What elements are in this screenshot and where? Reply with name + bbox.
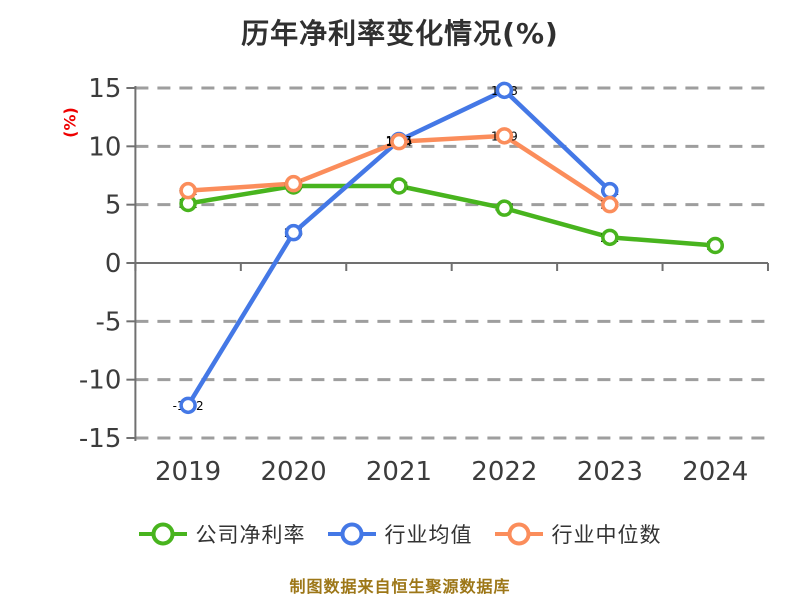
legend-item-industry-mean[interactable]: 行业均值 [327, 519, 473, 549]
x-tick-label: 2022 [471, 457, 537, 487]
gridlines [135, 86, 768, 440]
data-source-note: 制图数据来自恒生聚源数据库 [289, 577, 511, 596]
legend-label: 公司净利率 [195, 523, 306, 547]
y-tick-label: 15 [88, 74, 121, 104]
legend-marker-icon [138, 522, 187, 546]
point-labels: 5.16.66.64.72.21.5-12.22.610.514.86.26.2… [173, 84, 725, 413]
legend-marker-icon [327, 522, 376, 546]
legend-label: 行业均值 [384, 523, 473, 547]
legend-label: 行业中位数 [551, 523, 662, 547]
x-tick-label: 2023 [577, 457, 643, 487]
x-tick-label: 2019 [155, 457, 221, 487]
y-axis: 15 10 5 0 -5 -10 -15 [79, 74, 137, 454]
series-company-net-margin [185, 183, 718, 248]
y-tick-label: -10 [79, 366, 121, 396]
legend-marker-icon [494, 522, 543, 546]
y-tick-label: -15 [79, 424, 121, 454]
line-chart: 15 10 5 0 -5 -10 -15 2019 2020 2021 2022 2023 2024 5.… [79, 74, 769, 487]
x-tick-label: 2020 [260, 457, 326, 487]
y-tick-label: 5 [105, 191, 122, 221]
markers-company-net-margin [179, 177, 724, 255]
y-tick-label: 10 [88, 132, 121, 162]
legend-item-industry-median[interactable]: 行业中位数 [494, 519, 662, 549]
legend: 公司净利率 行业均值 行业中位数 [0, 519, 800, 549]
legend-item-company-net-margin[interactable]: 公司净利率 [138, 519, 306, 549]
y-tick-label: -5 [95, 307, 121, 337]
x-axis: 2019 2020 2021 2022 2023 2024 [134, 262, 769, 487]
x-tick-label: 2024 [682, 457, 748, 487]
markers-industry-median [179, 127, 619, 214]
y-tick-label: 0 [105, 249, 122, 279]
x-tick-label: 2021 [366, 457, 432, 487]
chart-title: 历年净利率变化情况(%) [241, 17, 559, 50]
